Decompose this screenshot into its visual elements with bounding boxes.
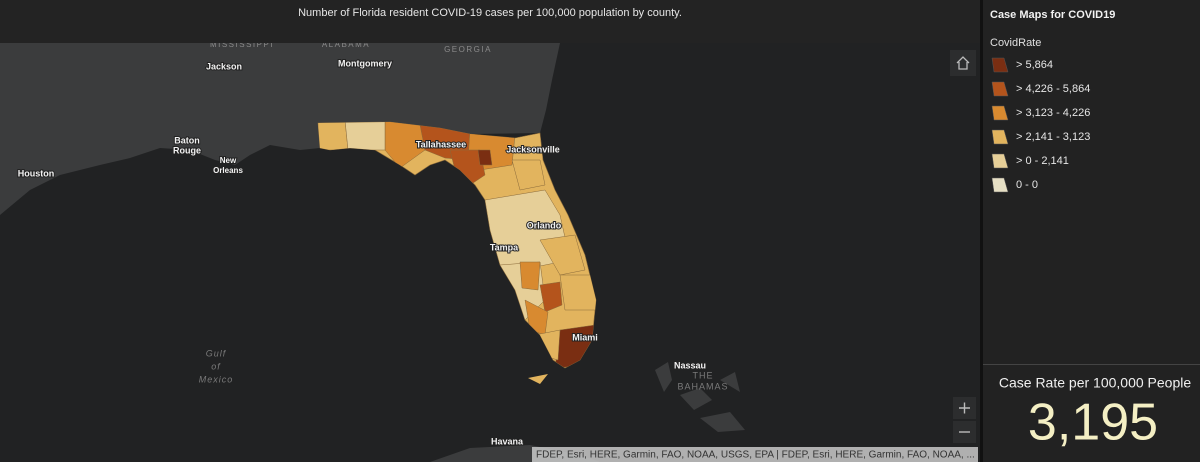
- city-label: Montgomery: [338, 58, 392, 68]
- county: [519, 261, 541, 291]
- county: [477, 149, 493, 166]
- header-title: Number of Florida resident COVID-19 case…: [298, 7, 682, 19]
- legend-label: > 2,141 - 3,123: [1016, 131, 1090, 143]
- home-button[interactable]: [950, 50, 976, 76]
- legend-swatch: [991, 129, 1009, 145]
- side-panel: [983, 0, 1200, 462]
- legend-swatch: [991, 177, 1009, 193]
- legend-swatch: [991, 153, 1009, 169]
- county: [559, 274, 596, 311]
- summary-value: 3,195: [1028, 394, 1158, 452]
- map[interactable]: MISSISSIPPI ALABAMA GEORGIA Jackson Mont…: [0, 40, 980, 462]
- city-label: New: [220, 156, 237, 165]
- summary-label: Case Rate per 100,000 People: [999, 375, 1191, 391]
- header-bar: [0, 0, 980, 43]
- legend-field: CovidRate: [990, 37, 1041, 49]
- city-label: Miami: [572, 332, 598, 342]
- sea-label: BAHAMAS: [677, 381, 728, 391]
- divider: [980, 0, 983, 462]
- sea-label: THE: [693, 370, 714, 380]
- city-label: Nassau: [674, 360, 706, 370]
- legend-label: > 3,123 - 4,226: [1016, 107, 1090, 119]
- legend-label: > 5,864: [1016, 59, 1053, 71]
- zoom-out-button[interactable]: [953, 421, 976, 443]
- city-label: Orlando: [527, 220, 562, 230]
- mainland: [0, 43, 560, 215]
- city-label: Jacksonville: [506, 144, 560, 154]
- sea-label: Gulf: [206, 348, 227, 358]
- legend-label: > 0 - 2,141: [1016, 155, 1069, 167]
- legend-label: 0 - 0: [1016, 179, 1038, 191]
- city-label: Baton: [174, 135, 200, 145]
- city-label: Orleans: [213, 166, 243, 175]
- city-label: Jackson: [206, 61, 242, 71]
- zoom-in-button[interactable]: [953, 397, 976, 419]
- state-label: ALABAMA: [322, 40, 370, 49]
- city-label: Rouge: [173, 145, 201, 155]
- county: [318, 122, 349, 151]
- city-label: Tallahassee: [416, 139, 466, 149]
- city-label: Houston: [18, 168, 55, 178]
- legend-label: > 4,226 - 5,864: [1016, 83, 1090, 95]
- legend-swatch: [991, 57, 1009, 73]
- legend-swatch: [991, 105, 1009, 121]
- city-label: Havana: [491, 436, 524, 446]
- county: [511, 159, 546, 191]
- county: [344, 122, 386, 151]
- city-label: Tampa: [490, 242, 519, 252]
- attribution-bar: [532, 447, 978, 462]
- sea-label: Mexico: [199, 374, 234, 384]
- county: [539, 234, 586, 276]
- legend-title: Case Maps for COVID19: [990, 9, 1115, 21]
- legend: > 5,864 > 4,226 - 5,864 > 3,123 - 4,226 > 2…: [991, 57, 1090, 193]
- sea-label: of: [211, 361, 221, 371]
- keys: [528, 374, 548, 384]
- state-label: GEORGIA: [444, 45, 492, 54]
- attribution: FDEP, Esri, HERE, Garmin, FAO, NOAA, USG…: [536, 450, 975, 461]
- legend-swatch: [991, 81, 1009, 97]
- county: [539, 281, 563, 313]
- separator: [983, 364, 1200, 365]
- state-label: MISSISSIPPI: [210, 40, 274, 49]
